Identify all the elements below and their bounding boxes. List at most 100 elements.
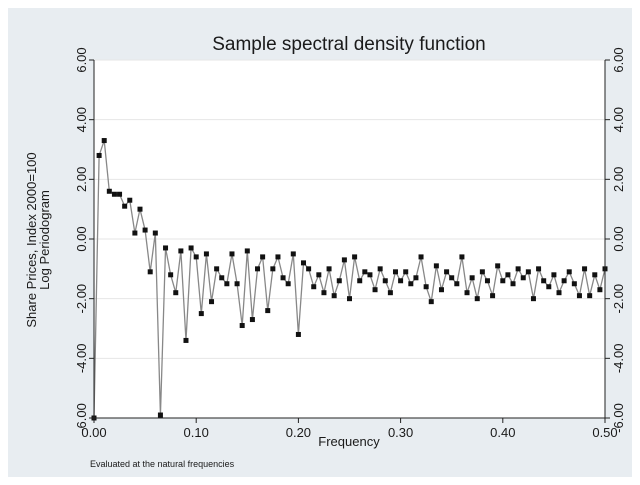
data-point bbox=[587, 293, 593, 299]
y-tick-label-left: 6.00 bbox=[74, 47, 89, 72]
chart-background: 6.00 4.00 2.00 0.00 -2.00 -4.00 -6.00 6.00 4.00… bbox=[8, 8, 632, 477]
y-tick-label-right: -4.00 bbox=[611, 344, 626, 374]
data-point bbox=[239, 323, 245, 329]
data-point bbox=[556, 290, 562, 296]
y-axis-title-line1: Share Prices, Index 2000=100 bbox=[24, 152, 39, 327]
y-tick-label-left: -2.00 bbox=[74, 284, 89, 314]
data-point bbox=[224, 281, 230, 287]
data-point bbox=[183, 337, 189, 343]
data-point bbox=[459, 254, 465, 260]
data-point bbox=[597, 287, 603, 293]
data-point bbox=[551, 272, 557, 278]
data-point bbox=[137, 206, 143, 212]
data-point bbox=[377, 266, 383, 272]
data-point bbox=[546, 284, 552, 290]
x-axis-title: Frequency bbox=[318, 434, 380, 449]
y-tick-label-left: 2.00 bbox=[74, 167, 89, 192]
data-point bbox=[515, 266, 521, 272]
data-point bbox=[525, 269, 531, 275]
data-point bbox=[444, 269, 450, 275]
y-tick-label-right: -2.00 bbox=[611, 284, 626, 314]
data-point bbox=[408, 281, 414, 287]
data-point bbox=[311, 284, 317, 290]
data-point bbox=[347, 296, 352, 302]
data-point bbox=[193, 254, 199, 260]
y-axis-title-line2: Log Periodogram bbox=[37, 190, 52, 290]
y-tick-label-left: 4.00 bbox=[74, 107, 89, 132]
data-point bbox=[438, 287, 444, 293]
data-point bbox=[316, 272, 322, 278]
data-point bbox=[541, 278, 547, 284]
y-tick-label-left: 0.00 bbox=[74, 226, 89, 251]
data-point bbox=[428, 299, 434, 305]
data-point bbox=[265, 308, 271, 314]
data-point bbox=[111, 191, 117, 197]
data-point bbox=[418, 254, 424, 260]
data-point bbox=[295, 331, 301, 337]
data-point bbox=[561, 278, 567, 284]
data-point bbox=[290, 251, 296, 257]
data-point bbox=[490, 293, 496, 299]
data-point bbox=[280, 275, 286, 281]
data-point bbox=[132, 230, 138, 236]
data-point bbox=[372, 287, 378, 293]
data-point bbox=[464, 290, 470, 296]
data-point bbox=[454, 281, 460, 287]
data-point bbox=[449, 275, 455, 281]
data-point bbox=[423, 284, 429, 290]
data-point bbox=[147, 269, 153, 275]
data-point bbox=[362, 269, 368, 275]
data-point bbox=[479, 269, 485, 275]
x-tick-label: 0.10 bbox=[184, 425, 209, 440]
data-point bbox=[367, 272, 373, 278]
data-point bbox=[321, 290, 327, 296]
y-tick-label-right: 4.00 bbox=[611, 107, 626, 132]
data-point bbox=[249, 317, 255, 323]
x-tick-labels: 0.00 0.10 0.20 0.30 0.40 0.50 bbox=[81, 425, 617, 440]
data-point bbox=[163, 245, 169, 251]
data-point bbox=[566, 269, 572, 275]
data-point bbox=[96, 152, 102, 158]
data-point bbox=[571, 281, 577, 287]
data-point bbox=[275, 254, 281, 260]
x-tick-label: 0.20 bbox=[286, 425, 311, 440]
data-point bbox=[331, 293, 337, 299]
data-point bbox=[168, 272, 174, 278]
data-point bbox=[122, 203, 128, 209]
y-tick-label-left: -4.00 bbox=[74, 344, 89, 374]
data-point bbox=[219, 275, 225, 281]
data-point bbox=[433, 263, 439, 269]
data-point bbox=[209, 299, 215, 305]
chart-note: Evaluated at the natural frequencies bbox=[90, 459, 235, 469]
data-point bbox=[326, 266, 332, 272]
data-point bbox=[474, 296, 480, 302]
data-point bbox=[495, 263, 501, 269]
y-tick-label-right: 0.00 bbox=[611, 226, 626, 251]
data-point bbox=[142, 227, 148, 233]
data-point bbox=[341, 257, 347, 263]
data-point bbox=[106, 188, 112, 194]
data-point bbox=[260, 254, 266, 260]
x-tick-label: 0.30 bbox=[388, 425, 413, 440]
data-point bbox=[352, 254, 358, 260]
data-point bbox=[178, 248, 184, 254]
data-point bbox=[403, 269, 409, 275]
data-point bbox=[255, 266, 261, 272]
chart-title: Sample spectral density function bbox=[212, 34, 486, 55]
data-point bbox=[229, 251, 235, 257]
data-point bbox=[336, 278, 342, 284]
data-point bbox=[270, 266, 276, 272]
data-point bbox=[520, 275, 526, 281]
y-tick-label-right: 2.00 bbox=[611, 167, 626, 192]
y-tick-label-left: -6.00 bbox=[74, 403, 89, 433]
data-point bbox=[203, 251, 209, 257]
data-point bbox=[101, 138, 107, 144]
data-point bbox=[188, 245, 194, 251]
data-point bbox=[198, 311, 204, 317]
data-point bbox=[469, 275, 475, 281]
data-point bbox=[592, 272, 598, 278]
x-tick-label: 0.00 bbox=[81, 425, 106, 440]
data-point bbox=[357, 278, 363, 284]
data-point bbox=[510, 281, 516, 287]
data-point bbox=[392, 269, 398, 275]
